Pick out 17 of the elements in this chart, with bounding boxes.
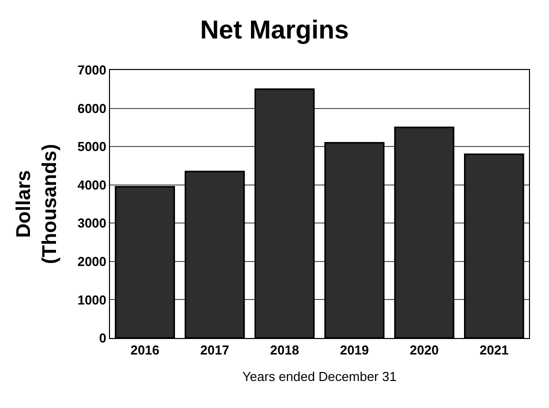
y-tick-label: 4000 [77,177,106,192]
x-tick-label: 2018 [270,342,300,358]
chart-title: Net Margins [200,14,349,45]
x-tick-label: 2020 [410,342,439,358]
y-tick-label: 1000 [77,292,106,308]
y-tick-label: 0 [99,330,106,346]
x-tick-label: 2021 [480,342,509,358]
y-tick-label: 2000 [77,254,106,269]
x-axis-title: Years ended December 31 [242,369,397,384]
x-tick-label: 2017 [200,342,230,358]
y-tick-label: 7000 [77,62,106,78]
y-tick-label: 5000 [77,139,106,154]
y-axis-title: Dollars (Thousands) [12,144,61,264]
x-tick-label: 2019 [340,342,369,358]
y-tick-label: 3000 [77,216,106,231]
x-tick-label: 2016 [130,342,160,358]
y-tick-label: 6000 [77,100,106,116]
